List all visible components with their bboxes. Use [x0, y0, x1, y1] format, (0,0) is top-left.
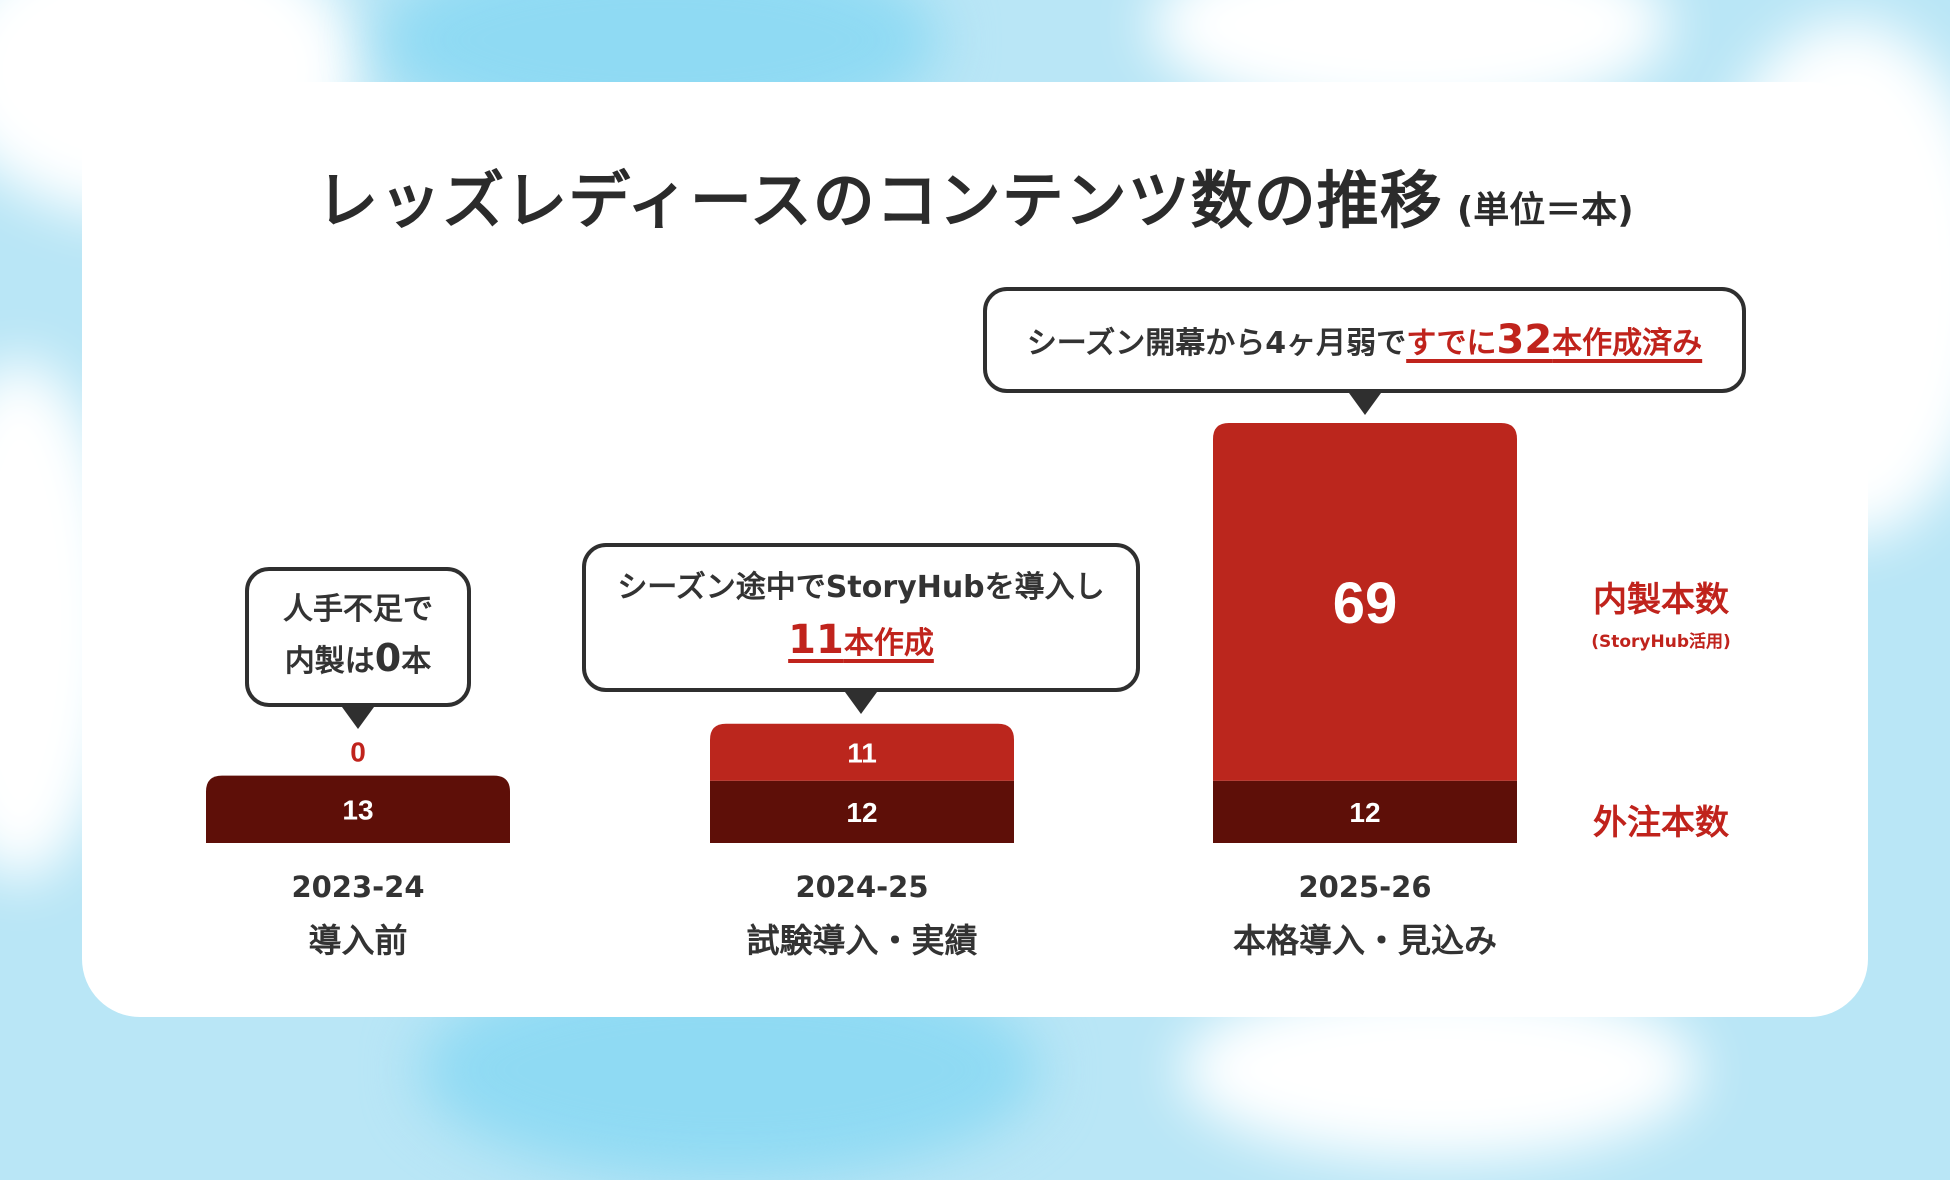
legend-inhouse-label: 内製本数	[1593, 580, 1729, 620]
callout-2024-line1: シーズン途中でStoryHubを導入し	[617, 570, 1105, 605]
period-label: 2024-25	[795, 870, 929, 904]
period-label: 2025-26	[1298, 870, 1432, 904]
legend-inhouse: 内製本数 (StoryHub活用)	[1565, 572, 1757, 652]
data-label-outsourced-2025-26: 12	[1349, 797, 1380, 828]
phase-label: 試験導入・実績	[746, 921, 978, 960]
x-label-2025: 2025-26 本格導入・見込み	[1212, 870, 1518, 962]
callout-2024-line2: 11本作成	[788, 617, 934, 663]
legend-outsourced-label: 外注本数	[1593, 803, 1729, 843]
callout-tail	[1348, 393, 1381, 415]
callout-2023: 人手不足で 内製は0本	[245, 567, 471, 729]
legend-outsourced: 外注本数	[1565, 795, 1757, 844]
bar-outsourced-2023-24	[206, 775, 510, 843]
data-label-inhouse-2023-24: 0	[350, 737, 366, 768]
callout-2023-line1: 人手不足で	[283, 591, 433, 627]
bar-outsourced-2024-25	[710, 780, 1014, 843]
callout-tail	[342, 707, 374, 729]
callout-2023-line2: 内製は0本	[284, 636, 432, 681]
callout-2024: シーズン途中でStoryHubを導入し 11本作成	[582, 543, 1140, 714]
data-label-outsourced-2023-24: 13	[342, 794, 373, 825]
bar-chart: 13 0 12 11 12 69	[206, 423, 1517, 843]
phase-label: 本格導入・見込み	[1233, 921, 1497, 960]
unit-note: (単位＝本)	[1456, 190, 1634, 231]
legend-inhouse-sub: (StoryHub活用)	[1591, 632, 1731, 652]
phase-label: 導入前	[308, 921, 408, 960]
chart-title-text: レッズレディースのコンテンツ数の推移	[316, 164, 1443, 237]
x-label-2023: 2023-24 導入前	[205, 870, 511, 962]
callout-2025-accent: すでに32本作成済み	[1406, 317, 1703, 363]
callout-tail	[845, 692, 877, 714]
bar-inhouse-2025-26	[1213, 423, 1517, 781]
bar-inhouse-2024-25	[710, 723, 1014, 781]
period-label: 2023-24	[291, 870, 425, 904]
data-label-inhouse-2024-25: 11	[847, 737, 877, 768]
callout-2025: シーズン開幕から4ヶ月弱で すでに32本作成済み	[983, 287, 1746, 415]
data-label-inhouse-2025-26: 69	[1333, 571, 1398, 636]
x-label-2024: 2024-25 試験導入・実績	[709, 870, 1015, 962]
bar-outsourced-2025-26	[1213, 780, 1517, 843]
chart-title: レッズレディースのコンテンツ数の推移 (単位＝本)	[0, 150, 1950, 240]
callout-2025-prefix: シーズン開幕から4ヶ月弱で	[1026, 326, 1407, 361]
data-label-outsourced-2024-25: 12	[846, 797, 877, 828]
